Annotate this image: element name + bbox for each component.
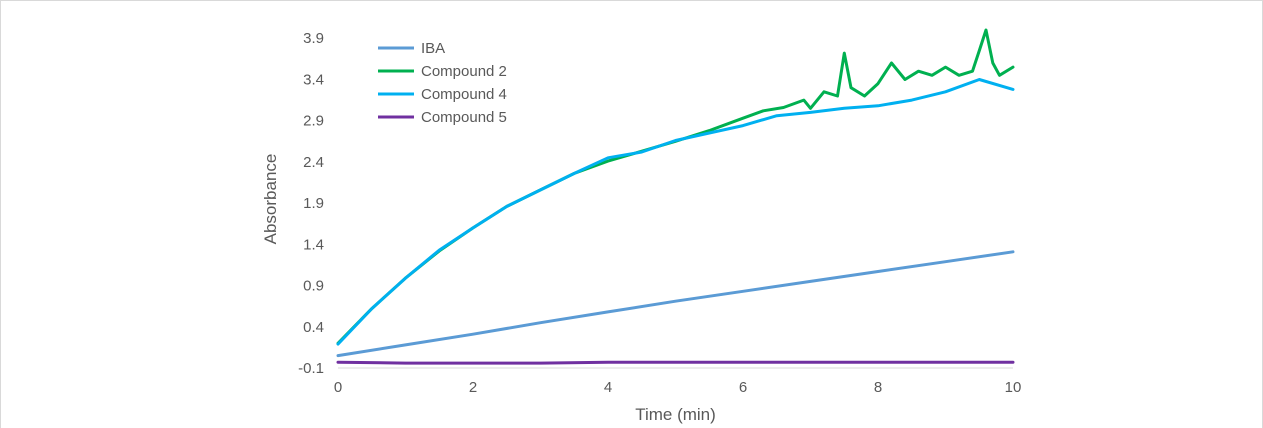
series-line-1: [336, 250, 1015, 358]
series-line-4: [336, 360, 1015, 365]
legend-label: Compound 5: [421, 109, 507, 126]
x-tick-label: 4: [604, 379, 612, 396]
series-line-3: [336, 78, 1015, 346]
y-tick-label: 3.9: [303, 30, 324, 47]
legend-label: Compound 4: [421, 86, 507, 103]
x-axis-ticks: 0 2 4 6 8 10: [334, 379, 1022, 396]
series-layer: [336, 28, 1015, 365]
x-tick-label: 8: [874, 379, 882, 396]
legend-label: IBA: [421, 40, 445, 57]
x-tick-label: 0: [334, 379, 342, 396]
legend-label: Compound 2: [421, 63, 507, 80]
y-axis-title: Absorbance: [261, 154, 280, 245]
y-tick-label: 3.4: [303, 71, 324, 88]
x-tick-label: 2: [469, 379, 477, 396]
legend: IBA Compound 2 Compound 4 Compound 5: [378, 40, 507, 126]
x-tick-label: 10: [1005, 379, 1022, 396]
y-tick-label: 1.4: [303, 236, 324, 253]
y-tick-label: 2.4: [303, 154, 324, 171]
y-tick-label: 2.9: [303, 113, 324, 130]
x-tick-label: 6: [739, 379, 747, 396]
y-tick-label: 1.9: [303, 195, 324, 212]
y-tick-label: 0.9: [303, 278, 324, 295]
y-tick-label: -0.1: [298, 360, 324, 377]
y-axis-ticks: -0.1 0.4 0.9 1.4 1.9 2.4 2.9 3.4 3.9: [298, 30, 324, 377]
x-axis-title: Time (min): [635, 405, 716, 424]
y-tick-label: 0.4: [303, 319, 324, 336]
